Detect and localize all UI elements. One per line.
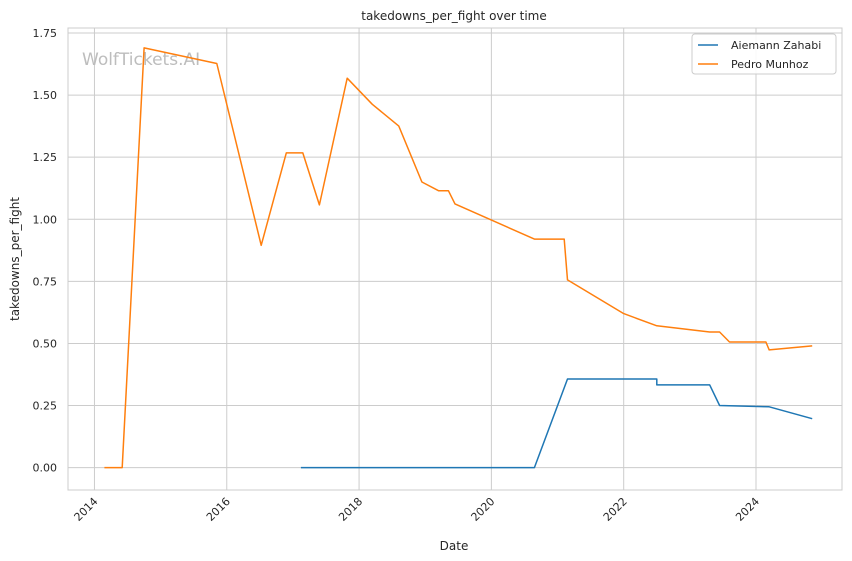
y-tick-label: 1.00 xyxy=(33,213,58,226)
grid-lines xyxy=(68,28,842,490)
y-tick-label: 0.00 xyxy=(33,462,58,475)
legend-label: Aiemann Zahabi xyxy=(731,39,821,52)
legend-box xyxy=(691,33,837,75)
x-axis-label: Date xyxy=(440,539,469,553)
y-tick-label: 1.50 xyxy=(33,89,58,102)
x-tick-label: 2016 xyxy=(204,495,233,524)
y-tick-label: 1.25 xyxy=(33,151,58,164)
y-axis-label: takedowns_per_fight xyxy=(8,197,22,321)
x-tick-label: 2020 xyxy=(469,495,498,524)
y-tick-label: 0.25 xyxy=(33,400,58,413)
chart-title: takedowns_per_fight over time xyxy=(361,9,547,23)
legend: Aiemann Zahabi Pedro Munhoz xyxy=(691,33,837,75)
x-tick-label: 2024 xyxy=(733,495,762,524)
watermark-text: WolfTickets.AI xyxy=(82,50,200,70)
plot-frame xyxy=(67,27,843,491)
x-tick-label: 2014 xyxy=(72,495,101,524)
series-lines xyxy=(104,47,813,469)
y-tick-label: 0.75 xyxy=(33,275,58,288)
legend-label: Pedro Munhoz xyxy=(731,58,809,71)
y-tick-label: 1.75 xyxy=(33,27,58,40)
y-tick-label: 0.50 xyxy=(33,337,58,350)
series-line xyxy=(300,378,813,469)
x-tick-label: 2018 xyxy=(336,495,365,524)
x-tick-labels: 2014 2016 2018 2020 2022 2024 xyxy=(72,495,763,524)
y-tick-labels: 0.00 0.25 0.50 0.75 1.00 1.25 1.50 1.75 xyxy=(33,27,58,475)
series-line xyxy=(104,47,813,469)
x-tick-label: 2022 xyxy=(601,495,630,524)
